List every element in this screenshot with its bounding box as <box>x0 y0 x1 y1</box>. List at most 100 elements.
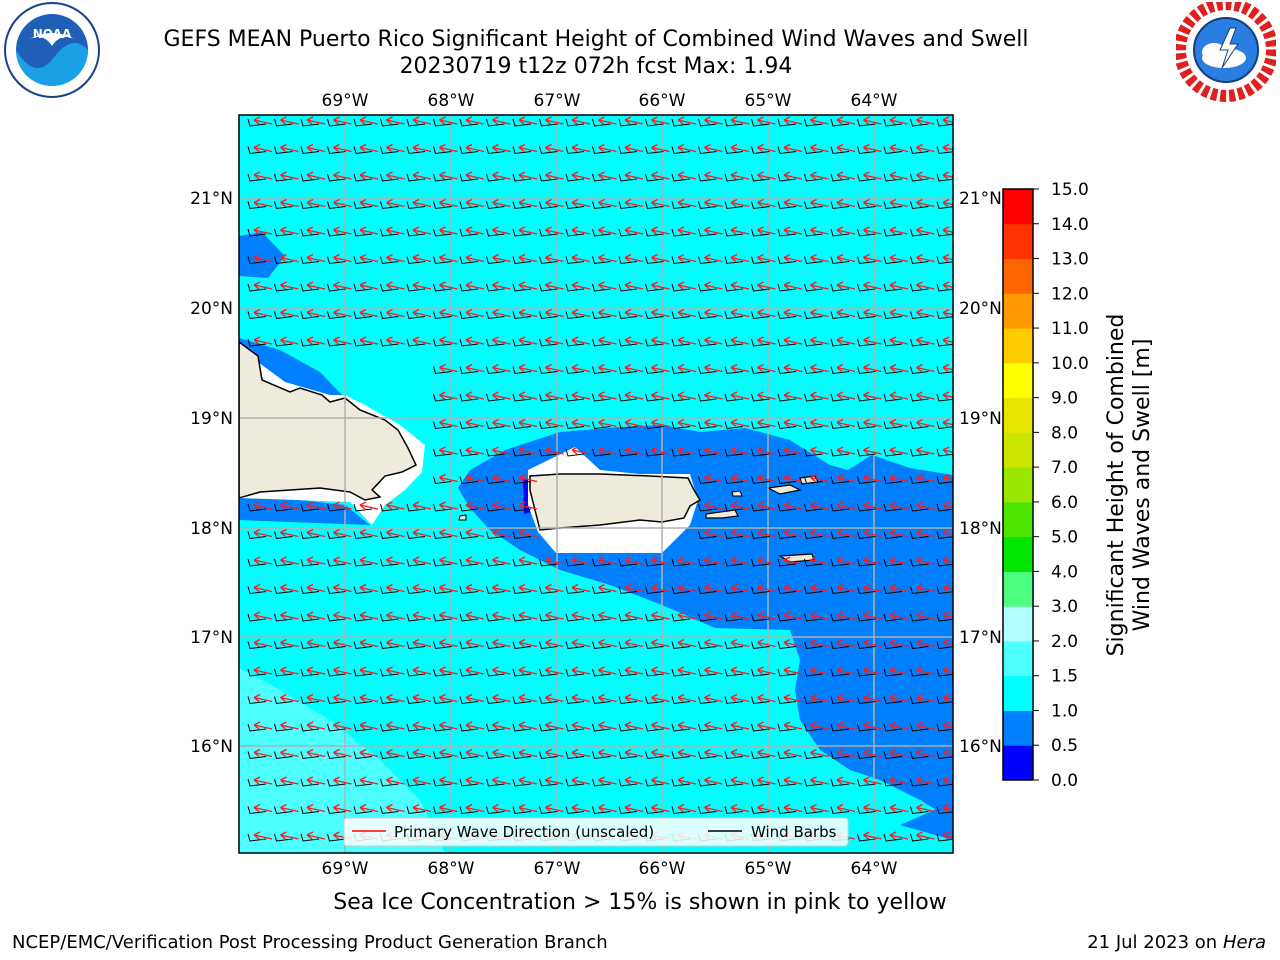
wind-barb <box>618 338 638 347</box>
wave-direction-arrow <box>836 638 856 648</box>
wind-barb <box>327 613 346 622</box>
wave-direction-arrow <box>942 611 953 620</box>
wave-direction-arrow <box>730 171 750 180</box>
wave-direction-arrow <box>889 721 909 730</box>
wave-direction-arrow <box>280 226 299 235</box>
wind-barb <box>777 751 797 760</box>
wave-direction-arrow <box>492 638 511 648</box>
wave-direction-arrow <box>412 226 432 235</box>
wave-direction-arrow <box>651 363 670 373</box>
wave-direction-arrow <box>571 198 591 208</box>
wind-barb <box>512 778 532 787</box>
vector-field <box>247 116 953 842</box>
wind-barb <box>433 641 452 650</box>
wind-barb <box>830 613 850 622</box>
wind-barb <box>883 476 903 485</box>
wind-barb <box>830 531 850 540</box>
wave-direction-arrow <box>545 116 564 125</box>
wind-barb <box>274 311 293 320</box>
wave-direction-arrow <box>412 143 432 153</box>
wave-direction-arrow <box>624 308 644 318</box>
wave-direction-arrow <box>704 226 723 235</box>
wave-direction-arrow <box>518 528 538 538</box>
wind-barb <box>486 696 505 705</box>
wind-barb <box>353 696 373 705</box>
island-vieques <box>705 509 739 519</box>
wind-barb <box>380 641 399 650</box>
wind-barb <box>724 613 744 622</box>
wave-direction-arrow <box>942 583 953 593</box>
wave-direction-arrow <box>730 143 750 153</box>
wave-direction-arrow <box>810 721 829 730</box>
wave-direction-arrow <box>677 253 697 263</box>
wave-direction-arrow <box>386 171 405 180</box>
wave-direction-arrow <box>598 611 617 620</box>
wave-direction-arrow <box>677 803 697 813</box>
wind-barb <box>936 338 953 347</box>
wave-direction-arrow <box>651 803 670 813</box>
lon-tick: 67°W <box>534 91 581 111</box>
wind-barb <box>512 476 532 485</box>
wave-direction-arrow <box>333 226 352 235</box>
wind-barb <box>936 778 953 787</box>
wind-barb <box>512 613 532 622</box>
wind-barb <box>565 696 585 705</box>
wind-barb <box>804 366 823 375</box>
wind-barb <box>910 256 929 265</box>
wave-direction-arrow <box>439 693 458 703</box>
wind-barb <box>671 256 691 265</box>
wave-direction-arrow <box>916 748 935 758</box>
wind-barb <box>512 503 532 512</box>
wind-barb <box>565 283 585 292</box>
wind-barb <box>671 173 691 182</box>
wind-barb <box>830 806 850 815</box>
wave-direction-arrow <box>465 198 485 208</box>
wave-direction-arrow <box>598 116 617 125</box>
wave-direction-arrow <box>465 143 485 153</box>
wind-barb <box>671 118 691 127</box>
wind-barb <box>300 558 320 567</box>
wave-direction-arrow <box>439 226 458 235</box>
lon-ticks-top: 69°W 68°W 67°W 66°W 65°W 64°W <box>322 91 898 111</box>
wave-direction-arrow <box>598 803 617 813</box>
wave-direction-arrow <box>651 693 670 703</box>
wave-direction-arrow <box>757 143 776 153</box>
wind-barb <box>804 228 823 237</box>
wave-direction-arrow <box>359 693 379 703</box>
wave-direction-arrow <box>492 143 511 153</box>
wind-barb <box>671 448 691 457</box>
wave-direction-arrow <box>651 446 670 455</box>
wave-direction-arrow <box>306 116 326 125</box>
wave-direction-arrow <box>836 363 856 373</box>
wave-direction-arrow <box>810 611 829 620</box>
wave-direction-arrow <box>704 418 723 428</box>
wind-barb <box>645 613 664 622</box>
wind-barb <box>777 228 797 237</box>
wave-direction-arrow <box>333 143 352 153</box>
wave-direction-arrow <box>253 171 273 180</box>
wave-direction-arrow <box>492 473 511 483</box>
wind-barb <box>406 146 426 155</box>
wave-direction-arrow <box>465 748 485 758</box>
wave-direction-arrow <box>306 556 326 565</box>
colorbar-segment <box>1003 189 1033 225</box>
wind-barb <box>247 833 267 842</box>
wave-direction-arrow <box>518 583 538 593</box>
wind-barb <box>830 311 850 320</box>
wind-barb <box>459 531 479 540</box>
wind-barb <box>883 228 903 237</box>
wind-barb <box>883 778 903 787</box>
wind-barb <box>433 338 452 347</box>
wind-barb <box>486 806 505 815</box>
wind-barb <box>353 173 373 182</box>
wind-barb <box>327 338 346 347</box>
wave-direction-arrow <box>651 418 670 428</box>
wind-barb <box>883 751 903 760</box>
wave-direction-arrow <box>836 446 856 455</box>
wave-direction-arrow <box>942 226 953 235</box>
wave-direction-arrow <box>439 611 458 620</box>
wind-barb <box>698 806 717 815</box>
wind-barb <box>274 586 293 595</box>
wind-barb <box>459 641 479 650</box>
colorbar-tick-label: 1.5 <box>1051 667 1078 687</box>
